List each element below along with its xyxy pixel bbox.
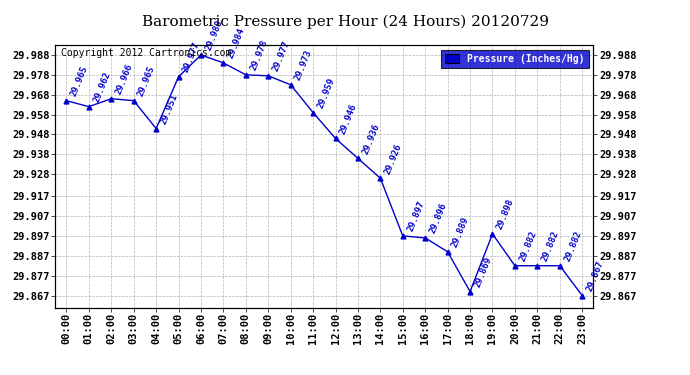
Text: 29.973: 29.973 bbox=[293, 49, 314, 82]
Text: 29.951: 29.951 bbox=[159, 93, 179, 126]
Text: 29.959: 29.959 bbox=[316, 76, 336, 110]
Text: 29.869: 29.869 bbox=[473, 255, 493, 289]
Text: 29.889: 29.889 bbox=[451, 216, 471, 249]
Text: 29.882: 29.882 bbox=[562, 230, 583, 263]
Text: 29.988: 29.988 bbox=[204, 19, 224, 52]
Text: 29.946: 29.946 bbox=[338, 102, 359, 136]
Text: 29.977: 29.977 bbox=[271, 40, 291, 73]
Text: 29.896: 29.896 bbox=[428, 202, 448, 235]
Text: 29.978: 29.978 bbox=[248, 39, 269, 72]
Text: Copyright 2012 Cartronics.com: Copyright 2012 Cartronics.com bbox=[61, 48, 231, 58]
Text: 29.962: 29.962 bbox=[92, 70, 112, 104]
Text: 29.926: 29.926 bbox=[383, 142, 404, 176]
Text: 29.867: 29.867 bbox=[585, 260, 605, 293]
Text: Barometric Pressure per Hour (24 Hours) 20120729: Barometric Pressure per Hour (24 Hours) … bbox=[141, 15, 549, 29]
Text: 29.936: 29.936 bbox=[361, 122, 381, 156]
Text: 29.966: 29.966 bbox=[114, 63, 135, 96]
Text: 29.882: 29.882 bbox=[518, 230, 538, 263]
Text: 29.977: 29.977 bbox=[181, 41, 201, 74]
Text: 29.965: 29.965 bbox=[137, 64, 157, 98]
Text: 29.882: 29.882 bbox=[540, 230, 560, 263]
Legend: Pressure (Inches/Hg): Pressure (Inches/Hg) bbox=[441, 50, 589, 68]
Text: 29.898: 29.898 bbox=[495, 198, 515, 231]
Text: 29.965: 29.965 bbox=[69, 64, 90, 98]
Text: 29.897: 29.897 bbox=[406, 200, 426, 233]
Text: 29.984: 29.984 bbox=[226, 27, 246, 60]
